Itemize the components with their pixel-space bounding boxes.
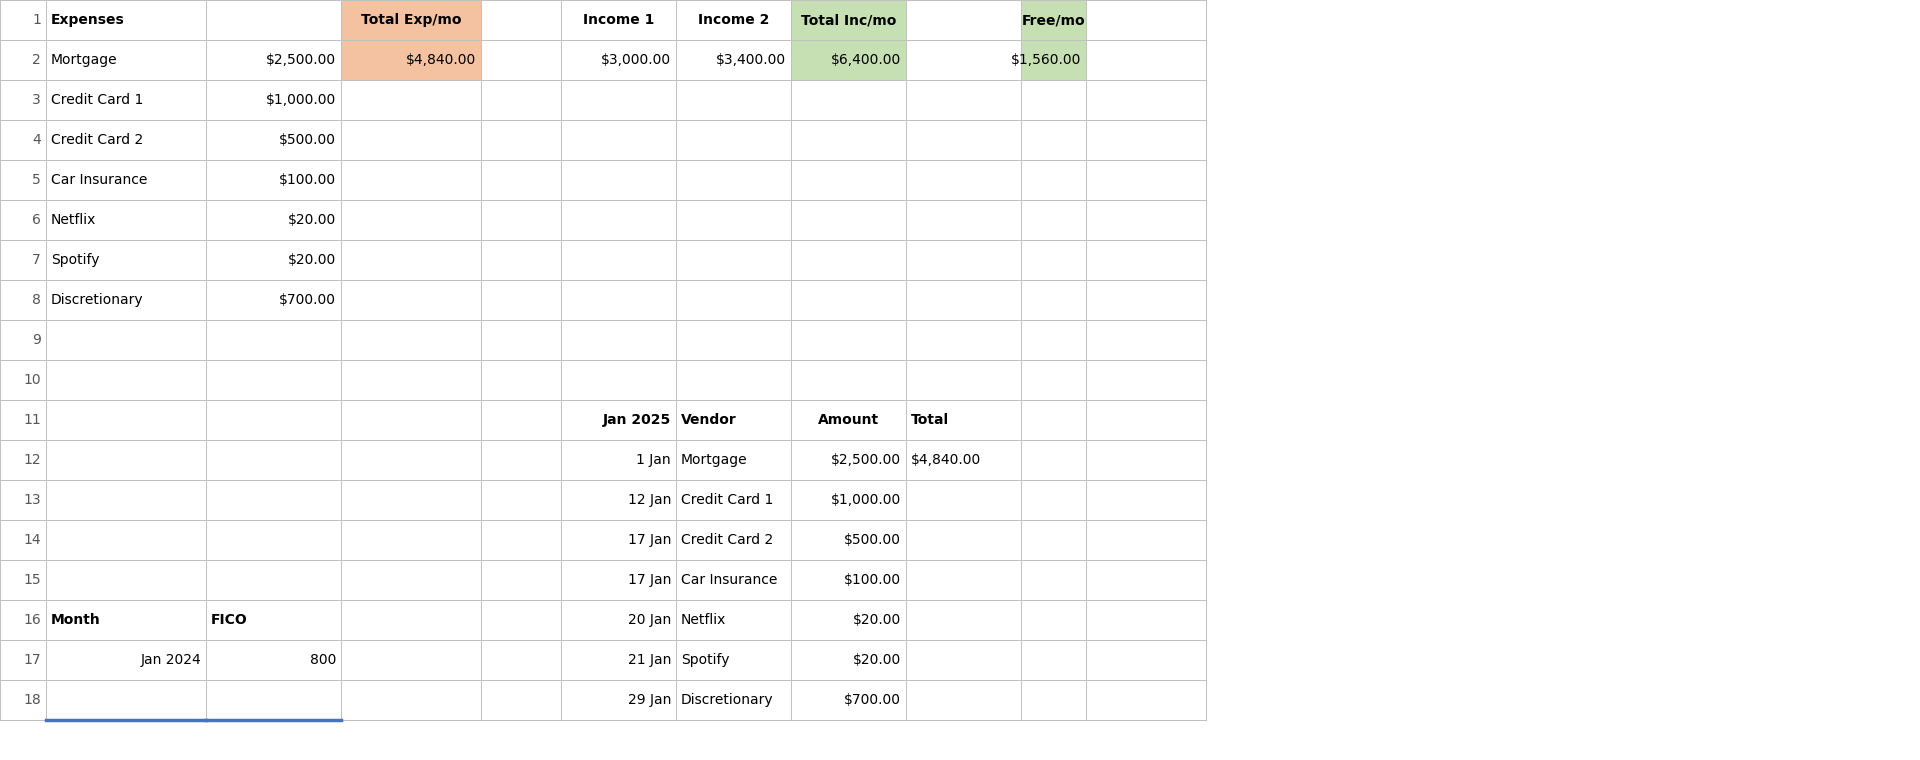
Text: Credit Card 1: Credit Card 1 — [52, 93, 144, 107]
Text: FICO: FICO — [211, 613, 248, 627]
Text: Netflix: Netflix — [682, 613, 726, 627]
Text: Vendor: Vendor — [682, 413, 737, 427]
Text: $1,560.00: $1,560.00 — [1010, 53, 1081, 67]
Text: Mortgage: Mortgage — [52, 53, 117, 67]
Text: Credit Card 2: Credit Card 2 — [52, 133, 144, 147]
Text: $20.00: $20.00 — [852, 613, 900, 627]
Text: 29 Jan: 29 Jan — [628, 693, 670, 707]
Text: 17: 17 — [23, 653, 40, 667]
Text: 5: 5 — [33, 173, 40, 187]
Bar — [791, 40, 906, 80]
Text: Income 1: Income 1 — [584, 13, 655, 27]
Text: 12 Jan: 12 Jan — [628, 493, 670, 507]
Text: Jan 2024: Jan 2024 — [140, 653, 202, 667]
Text: 8: 8 — [33, 293, 40, 307]
Text: $4,840.00: $4,840.00 — [405, 53, 476, 67]
Bar — [342, 0, 482, 40]
Text: 13: 13 — [23, 493, 40, 507]
Text: 17 Jan: 17 Jan — [628, 533, 670, 547]
Text: $2,500.00: $2,500.00 — [265, 53, 336, 67]
Text: 12: 12 — [23, 453, 40, 467]
Text: Total Exp/mo: Total Exp/mo — [361, 13, 461, 27]
Text: 17 Jan: 17 Jan — [628, 573, 670, 587]
Text: 15: 15 — [23, 573, 40, 587]
Text: Discretionary: Discretionary — [682, 693, 774, 707]
Text: 16: 16 — [23, 613, 40, 627]
Text: $1,000.00: $1,000.00 — [831, 493, 900, 507]
Text: Car Insurance: Car Insurance — [682, 573, 778, 587]
Text: Netflix: Netflix — [52, 213, 96, 227]
Text: Credit Card 1: Credit Card 1 — [682, 493, 774, 507]
Text: 10: 10 — [23, 373, 40, 387]
Text: Jan 2025: Jan 2025 — [603, 413, 670, 427]
Text: $3,000.00: $3,000.00 — [601, 53, 670, 67]
Text: 6: 6 — [33, 213, 40, 227]
Text: 3: 3 — [33, 93, 40, 107]
Text: Spotify: Spotify — [682, 653, 730, 667]
Text: 7: 7 — [33, 253, 40, 267]
Text: Discretionary: Discretionary — [52, 293, 144, 307]
Text: $700.00: $700.00 — [278, 293, 336, 307]
Text: Free/mo: Free/mo — [1021, 13, 1085, 27]
Text: $3,400.00: $3,400.00 — [716, 53, 785, 67]
Text: $6,400.00: $6,400.00 — [831, 53, 900, 67]
Text: 1: 1 — [33, 13, 40, 27]
Text: $4,840.00: $4,840.00 — [910, 453, 981, 467]
Text: Total: Total — [910, 413, 948, 427]
Text: 14: 14 — [23, 533, 40, 547]
Text: $500.00: $500.00 — [845, 533, 900, 547]
Text: $100.00: $100.00 — [845, 573, 900, 587]
Text: $20.00: $20.00 — [852, 653, 900, 667]
Text: $20.00: $20.00 — [288, 213, 336, 227]
Text: Month: Month — [52, 613, 100, 627]
Text: $500.00: $500.00 — [278, 133, 336, 147]
Text: Expenses: Expenses — [52, 13, 125, 27]
Bar — [1021, 0, 1087, 40]
Text: $100.00: $100.00 — [278, 173, 336, 187]
Text: $2,500.00: $2,500.00 — [831, 453, 900, 467]
Text: 1 Jan: 1 Jan — [636, 453, 670, 467]
Text: Credit Card 2: Credit Card 2 — [682, 533, 774, 547]
Text: Income 2: Income 2 — [697, 13, 770, 27]
Text: Mortgage: Mortgage — [682, 453, 747, 467]
Text: Spotify: Spotify — [52, 253, 100, 267]
Bar — [791, 0, 906, 40]
Text: $20.00: $20.00 — [288, 253, 336, 267]
Text: 4: 4 — [33, 133, 40, 147]
Text: Amount: Amount — [818, 413, 879, 427]
Text: 18: 18 — [23, 693, 40, 707]
Text: 21 Jan: 21 Jan — [628, 653, 670, 667]
Text: 2: 2 — [33, 53, 40, 67]
Bar — [342, 40, 482, 80]
Text: Car Insurance: Car Insurance — [52, 173, 148, 187]
Text: Total Inc/mo: Total Inc/mo — [801, 13, 897, 27]
Text: 20 Jan: 20 Jan — [628, 613, 670, 627]
Text: $1,000.00: $1,000.00 — [265, 93, 336, 107]
Bar — [1021, 40, 1087, 80]
Text: 800: 800 — [309, 653, 336, 667]
Text: 11: 11 — [23, 413, 40, 427]
Text: $700.00: $700.00 — [845, 693, 900, 707]
Text: 9: 9 — [33, 333, 40, 347]
